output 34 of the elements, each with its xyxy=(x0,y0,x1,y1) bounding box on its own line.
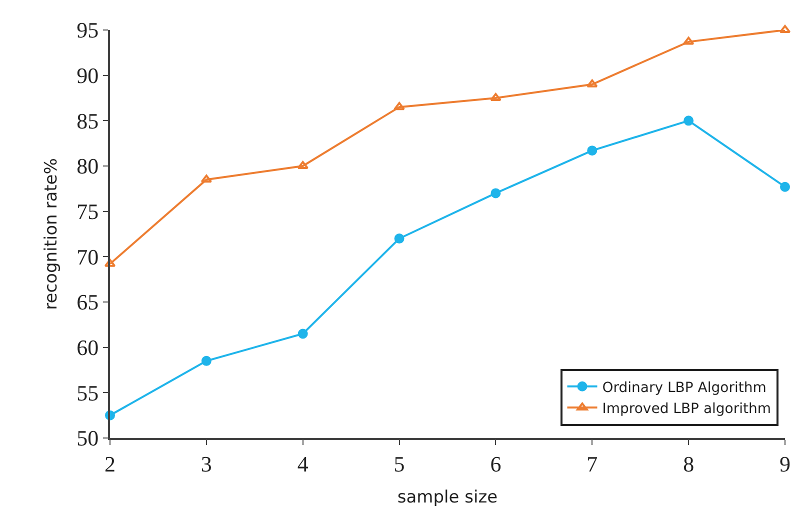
point xyxy=(394,234,404,244)
point xyxy=(200,174,212,183)
point xyxy=(298,328,308,339)
x-tick-label: 2 xyxy=(104,451,116,476)
y-tick-label: 80 xyxy=(76,154,99,179)
y-tick-label: 70 xyxy=(76,244,99,270)
x-tick-label: 5 xyxy=(394,451,405,476)
x-tick-label: 4 xyxy=(297,451,308,476)
y-tick-label: 85 xyxy=(76,108,99,134)
y-tick-label: 65 xyxy=(76,290,99,315)
point xyxy=(104,258,116,267)
x-tick-label: 3 xyxy=(200,451,212,476)
y-tick-label: 50 xyxy=(76,426,99,451)
point xyxy=(682,36,694,45)
y-tick-label: 55 xyxy=(76,380,99,406)
x-tick-label: 8 xyxy=(683,451,694,476)
point xyxy=(684,116,694,126)
legend-label: Improved LBP algorithm xyxy=(602,401,772,418)
point xyxy=(587,146,598,156)
point xyxy=(394,102,405,110)
x-axis-title: sample size xyxy=(397,487,498,508)
x-tick-label: 7 xyxy=(586,451,598,476)
point xyxy=(586,79,598,88)
x-tick-label: 6 xyxy=(490,451,502,476)
point xyxy=(490,188,501,198)
y-tick-label: 95 xyxy=(76,18,99,43)
y-axis-title: recognition rate% xyxy=(42,158,62,310)
point xyxy=(780,182,790,192)
y-tick-label: 75 xyxy=(76,199,99,224)
point xyxy=(201,356,212,366)
y-tick-label: 60 xyxy=(76,335,99,360)
y-tick-label: 90 xyxy=(76,63,99,88)
legend-label: Ordinary LBP Algorithm xyxy=(602,380,766,396)
x-tick-label: 9 xyxy=(780,451,790,476)
